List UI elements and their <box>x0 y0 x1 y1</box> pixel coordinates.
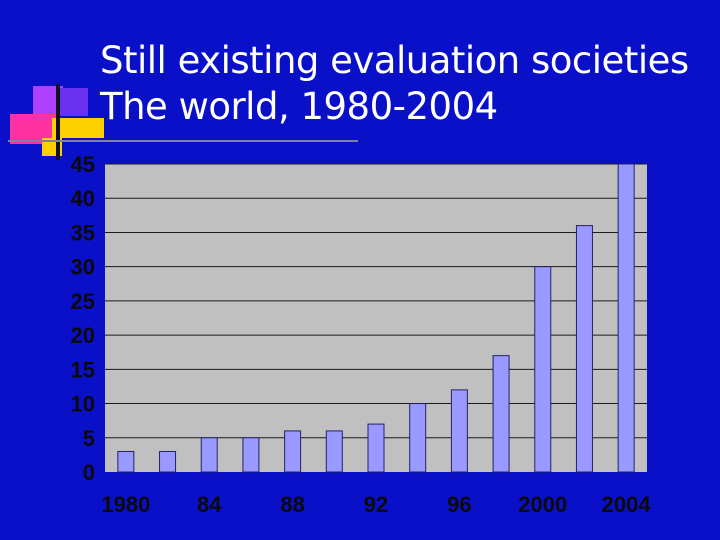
y-tick-label: 45 <box>71 152 95 177</box>
bar-2004 <box>617 163 635 473</box>
bar-1994 <box>409 403 427 473</box>
x-axis-ticks: 1980 84 88 92 96 2000 2004 <box>101 492 651 517</box>
y-tick-label: 20 <box>71 323 95 348</box>
x-tick-label: 1980 <box>101 492 150 517</box>
chart-title: Still existing evaluation societies The … <box>100 38 689 130</box>
title-line-2: The world, 1980-2004 <box>100 85 498 128</box>
y-tick-label: 35 <box>71 220 95 245</box>
decorative-logo <box>0 0 358 160</box>
bar-1996 <box>450 389 468 473</box>
bar-1988 <box>284 430 302 473</box>
y-tick-label: 10 <box>71 392 95 417</box>
bar-1990 <box>325 430 343 473</box>
x-tick-label: 84 <box>197 492 222 517</box>
bar-1984 <box>200 437 218 473</box>
y-tick-label: 30 <box>71 255 95 280</box>
y-tick-label: 15 <box>71 357 95 382</box>
bar-1980 <box>117 450 135 473</box>
y-tick-label: 40 <box>71 186 95 211</box>
bar-2002 <box>575 225 593 473</box>
bar-2000 <box>534 266 552 473</box>
bar-1986 <box>242 437 260 473</box>
bar-1982 <box>159 450 177 473</box>
y-tick-label: 25 <box>71 289 95 314</box>
y-tick-label: 0 <box>83 460 95 485</box>
title-line-1: Still existing evaluation societies <box>100 39 689 82</box>
gridlines <box>105 163 647 439</box>
bar-1992 <box>367 423 385 473</box>
x-tick-label: 2000 <box>518 492 567 517</box>
plot-area <box>105 164 647 472</box>
bar-1998 <box>492 355 510 473</box>
y-tick-label: 5 <box>83 426 95 451</box>
y-axis-ticks: 0 5 10 15 20 25 30 35 40 45 <box>71 152 95 485</box>
x-tick-label: 88 <box>280 492 304 517</box>
bars <box>117 163 635 473</box>
x-tick-label: 96 <box>447 492 471 517</box>
x-tick-label: 2004 <box>602 492 652 517</box>
x-tick-label: 92 <box>364 492 388 517</box>
